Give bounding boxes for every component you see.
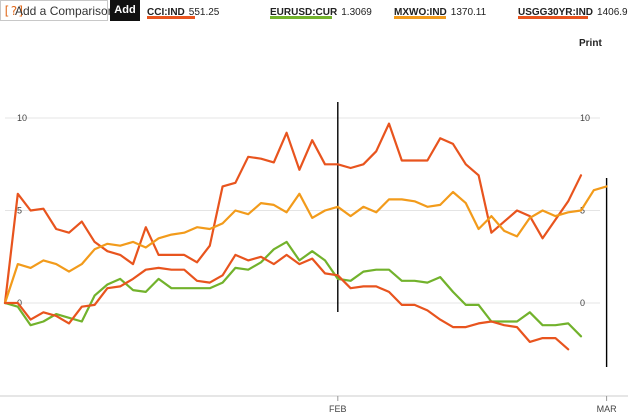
print-link[interactable]: Print xyxy=(579,38,602,49)
legend-swatch xyxy=(394,16,446,19)
legend-item-mxwo[interactable]: MXWO:IND 1370.11 xyxy=(394,2,486,20)
series-lines xyxy=(3,122,608,351)
vertical-markers xyxy=(337,102,608,367)
legend-name: EURUSD:CUR xyxy=(270,7,338,18)
x-tick-label: MAR xyxy=(597,404,618,414)
legend-name: USGG30YR:IND xyxy=(518,7,594,18)
legend-item-cci[interactable]: CCI:IND 551.25 xyxy=(147,2,219,20)
legend-value: 551.25 xyxy=(188,7,220,18)
legend-swatch xyxy=(270,16,332,19)
y-tick-label-left: 0 xyxy=(17,298,22,308)
legend-swatch xyxy=(518,16,588,19)
gridlines xyxy=(5,117,600,304)
add-comparison-input[interactable]: [?] Add a Comparison xyxy=(0,0,114,21)
series-line-eurusd-cur xyxy=(3,240,583,338)
y-tick-label-right: 5 xyxy=(580,206,585,216)
series-line-cci-ind xyxy=(3,253,570,351)
legend-value: 1370.11 xyxy=(450,7,487,18)
help-icon[interactable]: [?] xyxy=(3,4,25,18)
series-line-mxwo-ind xyxy=(3,185,608,305)
y-tick-label-left: 5 xyxy=(17,206,22,216)
series-line-usgg30yr-ind xyxy=(3,122,583,305)
y-tick-label-right: 10 xyxy=(580,113,590,123)
x-axis: FEB MAR xyxy=(0,395,628,414)
y-tick-label-right: 0 xyxy=(580,298,585,308)
add-button[interactable]: Add xyxy=(110,0,140,21)
add-comparison-placeholder: Add a Comparison xyxy=(15,4,115,18)
legend-item-eurusd[interactable]: EURUSD:CUR 1.3069 xyxy=(270,2,372,20)
legend-value: 1.3069 xyxy=(341,7,372,18)
legend-value: 1406.92 xyxy=(597,7,628,18)
legend-name: MXWO:IND xyxy=(394,7,447,18)
x-tick-label: FEB xyxy=(329,404,347,414)
y-axis-ticks: 10 10 5 5 0 0 xyxy=(17,113,590,308)
legend-swatch xyxy=(147,16,195,19)
top-toolbar: [?] Add a Comparison Add CCI:IND 551.25 E… xyxy=(0,0,628,24)
legend-name: CCI:IND xyxy=(147,7,185,18)
y-tick-label-left: 10 xyxy=(17,113,27,123)
